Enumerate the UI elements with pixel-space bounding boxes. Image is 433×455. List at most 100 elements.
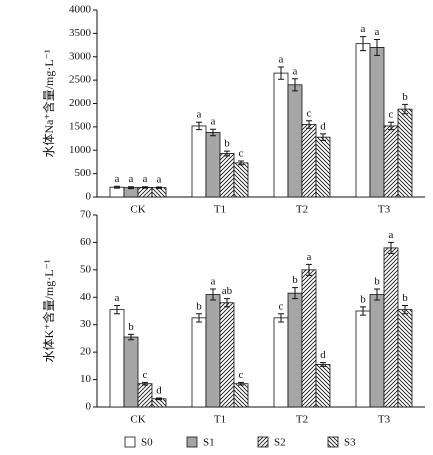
significance-letter: d [156,384,162,396]
x-tick-label: T2 [296,414,308,426]
bar [287,292,303,408]
error-bar [142,381,148,386]
y-tick-label: 1000 [69,144,92,156]
y-tick-label: 50 [80,263,92,275]
legend-swatch [186,436,198,448]
bar [273,317,289,408]
bar [301,124,317,198]
bar [205,132,221,198]
significance-letter: a [115,173,120,185]
error-bar [128,333,134,341]
bar [191,317,207,408]
significance-letter: a [389,229,394,241]
significance-letter: b [374,276,380,288]
significance-letter: a [197,109,202,121]
error-bar [156,397,162,401]
x-tick-label: T1 [214,204,226,216]
y-tick-label: 0 [86,191,92,203]
significance-letter: b [292,274,298,286]
significance-letter: a [361,23,366,35]
x-tick-label: CK [130,204,145,216]
error-bar [156,186,162,189]
significance-letter: a [211,116,216,128]
error-bar [320,362,326,367]
y-tick-label: 2000 [69,97,92,109]
significance-letter: d [320,120,326,132]
error-bar [360,36,366,52]
error-bar [142,186,148,189]
bar [137,383,153,408]
significance-letter: a [375,26,380,38]
bar [109,186,125,198]
error-bar [306,120,312,129]
bar [355,310,371,408]
error-bar [292,287,298,300]
error-bar [224,150,230,157]
y-axis-title: 水体Na⁺含量/mg·L⁻¹ [41,49,56,158]
x-tick-label: T3 [378,414,391,426]
bar [109,309,125,408]
bar [273,72,289,198]
bar [383,125,399,198]
bar [383,247,399,408]
error-bar [292,78,298,92]
y-tick-label: 1500 [69,120,92,132]
significance-letter: b [402,292,408,304]
bar [233,162,249,198]
bar [151,187,167,198]
x-tick-label: T2 [296,204,308,216]
x-tick-label: CK [130,414,145,426]
significance-letter: b [224,138,230,150]
legend-label: S1 [203,437,215,449]
error-bar [196,313,202,323]
significance-letter: a [279,54,284,66]
error-bar [402,103,408,115]
y-tick-label: 3000 [69,50,92,62]
error-bar [210,128,216,137]
error-bar [374,288,380,301]
error-bar [306,263,312,276]
error-bar [196,121,202,131]
legend-swatch [257,436,269,448]
significance-letter: b [128,321,134,333]
y-tick-label: 20 [80,346,92,358]
bar [315,364,331,408]
significance-letter: c [143,369,148,381]
significance-letter: c [389,109,394,121]
error-bar [360,306,366,316]
significance-letter: a [157,173,162,185]
legend-label: S0 [141,437,153,449]
bar [369,294,385,408]
significance-letter: c [239,148,244,160]
significance-letter: a [211,276,216,288]
y-tick-label: 70 [80,209,92,221]
error-bar [388,241,394,254]
error-bar [278,313,284,323]
significance-letter: a [307,251,312,263]
significance-letter: c [239,369,244,381]
y-tick-label: 0 [86,401,92,413]
significance-letter: a [129,173,134,185]
significance-letter: d [320,349,326,361]
significance-letter: a [293,65,298,77]
error-bar [128,186,134,190]
y-tick-label: 2500 [69,74,92,86]
bar [287,84,303,198]
error-bar [278,66,284,80]
error-bar [114,305,120,315]
error-bar [238,160,244,166]
error-bar [114,185,120,189]
significance-letter: b [360,293,366,305]
error-bar [388,121,394,131]
bar [219,302,235,408]
y-tick-label: 30 [80,318,92,330]
x-tick-label: T1 [214,414,226,426]
error-bar [210,288,216,301]
x-tick-label: T3 [378,204,391,216]
bar [123,336,139,408]
error-bar [402,305,408,315]
bar [137,187,153,198]
legend-label: S3 [344,437,356,449]
y-tick-label: 10 [80,373,92,385]
